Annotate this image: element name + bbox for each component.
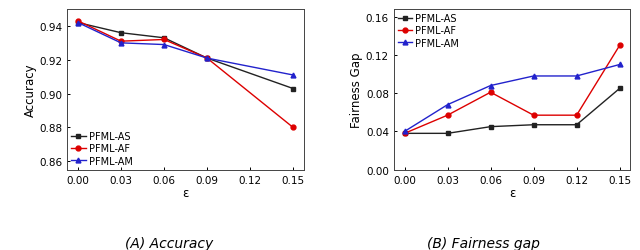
PFML-AF (444, 114, 451, 117)
PFML-AM (444, 104, 451, 107)
Line: PFML-AF: PFML-AF (76, 19, 296, 130)
PFML-AF (573, 114, 580, 117)
PFML-AS (117, 32, 125, 35)
PFML-AF (203, 57, 211, 60)
Y-axis label: Fairness Gap: Fairness Gap (350, 52, 363, 128)
PFML-AF (117, 40, 125, 43)
PFML-AM (573, 75, 580, 78)
PFML-AF (160, 39, 168, 42)
PFML-AS (616, 88, 623, 90)
X-axis label: ε: ε (182, 186, 189, 199)
PFML-AM (117, 42, 125, 45)
Line: PFML-AS: PFML-AS (76, 21, 296, 92)
Y-axis label: Accuracy: Accuracy (24, 63, 36, 117)
PFML-AF (289, 126, 297, 130)
PFML-AS (203, 57, 211, 60)
PFML-AS (74, 22, 82, 25)
PFML-AM (203, 57, 211, 60)
PFML-AF (616, 45, 623, 48)
Text: (B) Fairness gap: (B) Fairness gap (427, 236, 540, 250)
PFML-AM (289, 74, 297, 77)
Legend: PFML-AS, PFML-AF, PFML-AM: PFML-AS, PFML-AF, PFML-AM (70, 130, 133, 167)
PFML-AM (160, 44, 168, 47)
PFML-AM (74, 22, 82, 25)
PFML-AS (444, 132, 451, 135)
PFML-AS (160, 37, 168, 40)
Line: PFML-AS: PFML-AS (402, 87, 622, 136)
Text: (A) Accuracy: (A) Accuracy (125, 236, 214, 250)
PFML-AF (487, 91, 495, 94)
PFML-AM (487, 85, 495, 88)
PFML-AS (487, 126, 495, 129)
PFML-AS (530, 124, 538, 127)
PFML-AS (573, 124, 580, 127)
PFML-AF (401, 132, 408, 135)
PFML-AF (74, 20, 82, 23)
Line: PFML-AM: PFML-AM (402, 63, 622, 134)
PFML-AM (401, 130, 408, 134)
PFML-AS (289, 88, 297, 91)
PFML-AM (616, 64, 623, 67)
PFML-AF (530, 114, 538, 117)
Line: PFML-AF: PFML-AF (402, 44, 622, 136)
PFML-AM (530, 75, 538, 78)
Legend: PFML-AS, PFML-AF, PFML-AM: PFML-AS, PFML-AF, PFML-AM (397, 13, 460, 50)
Line: PFML-AM: PFML-AM (76, 21, 296, 78)
X-axis label: ε: ε (509, 186, 515, 199)
PFML-AS (401, 132, 408, 135)
